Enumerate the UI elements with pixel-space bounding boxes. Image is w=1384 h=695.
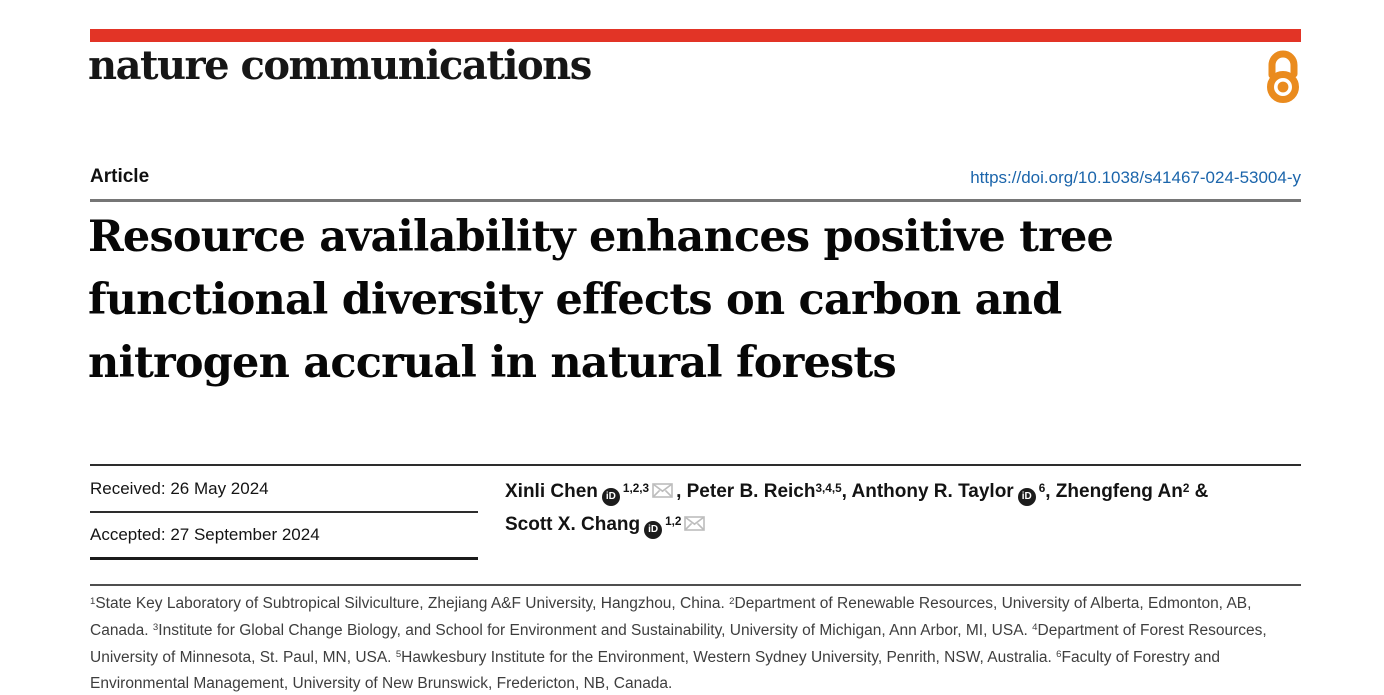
author-list: Xinli Chen iD1,2,3, Peter B. Reich3,4,5, … xyxy=(505,476,1310,542)
doi-link[interactable]: https://doi.org/10.1038/s41467-024-53004… xyxy=(970,168,1301,187)
superscript: 2 xyxy=(1182,481,1190,495)
open-access-icon xyxy=(1260,44,1306,108)
meta-row: Article https://doi.org/10.1038/s41467-0… xyxy=(90,166,1301,188)
superscript: 1 xyxy=(90,595,96,607)
email-icon[interactable] xyxy=(652,477,673,508)
journal-logo: nature communications xyxy=(88,42,592,89)
received-date: Received: 26 May 2024 xyxy=(90,479,269,498)
superscript: 2 xyxy=(729,595,735,607)
rule-above-dates xyxy=(90,464,1301,466)
title-line-3: nitrogen accrual in natural forests xyxy=(88,338,897,388)
superscript: 1,2,3 xyxy=(622,481,650,495)
orcid-icon[interactable]: iD xyxy=(601,488,620,506)
title-line-1: Resource availability enhances positive … xyxy=(88,212,1114,262)
superscript: 5 xyxy=(395,649,402,661)
rule-below-dates xyxy=(90,557,478,560)
orcid-icon[interactable]: iD xyxy=(1017,488,1036,506)
rule-above-affiliations xyxy=(90,584,1301,586)
title-line-2: functional diversity effects on carbon a… xyxy=(88,275,1062,325)
superscript: 6 xyxy=(1038,481,1046,495)
brand-bar xyxy=(90,29,1301,42)
accepted-date: Accepted: 27 September 2024 xyxy=(90,525,320,544)
superscript: 4 xyxy=(1032,622,1038,634)
superscript: 6 xyxy=(1056,649,1062,661)
email-icon[interactable] xyxy=(684,510,706,541)
orcid-icon[interactable]: iD xyxy=(644,521,663,539)
rule-between-dates xyxy=(90,511,478,513)
article-title: Resource availability enhances positive … xyxy=(88,206,1313,395)
article-type-label: Article xyxy=(90,166,150,187)
superscript: 3,4,5 xyxy=(815,481,842,495)
rule-under-meta xyxy=(90,199,1301,202)
affiliations-text: 1State Key Laboratory of Subtropical Sil… xyxy=(90,595,1267,693)
superscript: 3 xyxy=(152,622,159,634)
superscript: 1,2 xyxy=(665,514,682,528)
